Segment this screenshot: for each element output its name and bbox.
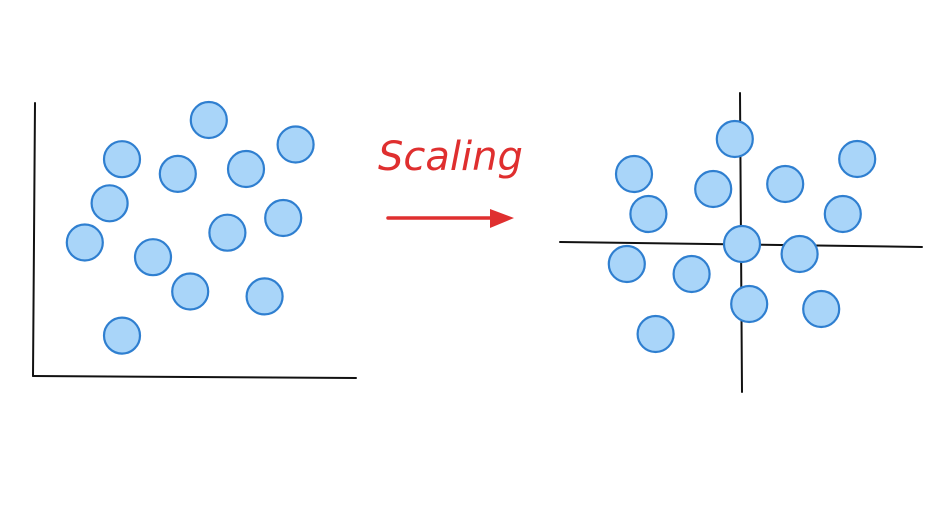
after-point-10	[780, 234, 819, 274]
after-points	[607, 119, 877, 354]
before-point-9	[133, 238, 173, 277]
after-point-14	[636, 314, 675, 354]
after-point-1	[614, 154, 654, 194]
after-point-2	[715, 119, 754, 159]
before-point-13	[102, 316, 142, 355]
after-point-7	[823, 194, 862, 234]
before-point-4	[90, 184, 129, 223]
after-panel	[559, 92, 923, 393]
before-point-5	[158, 154, 197, 193]
after-point-5	[766, 164, 805, 204]
after-point-3	[838, 139, 877, 179]
before-point-1	[102, 140, 142, 179]
before-point-2	[189, 100, 228, 140]
after-point-6	[629, 194, 668, 234]
before-point-12	[245, 277, 284, 316]
after-point-4	[694, 169, 733, 209]
before-points	[65, 100, 315, 355]
after-point-12	[730, 284, 769, 324]
scaling-arrow: Scaling	[378, 134, 523, 228]
before-point-7	[264, 198, 303, 238]
arrow-head	[490, 209, 514, 228]
after-point-9	[722, 224, 762, 264]
before-point-11	[171, 272, 210, 311]
before-point-10	[208, 213, 247, 252]
before-x-axis	[32, 375, 357, 379]
before-point-3	[276, 125, 315, 164]
before-panel	[32, 100, 357, 379]
arrow-label: Scaling	[378, 134, 523, 180]
after-point-13	[802, 289, 841, 329]
after-point-8	[607, 244, 646, 284]
before-y-axis	[32, 102, 36, 377]
after-point-11	[672, 254, 711, 294]
before-point-6	[226, 149, 266, 189]
before-point-8	[65, 223, 104, 262]
